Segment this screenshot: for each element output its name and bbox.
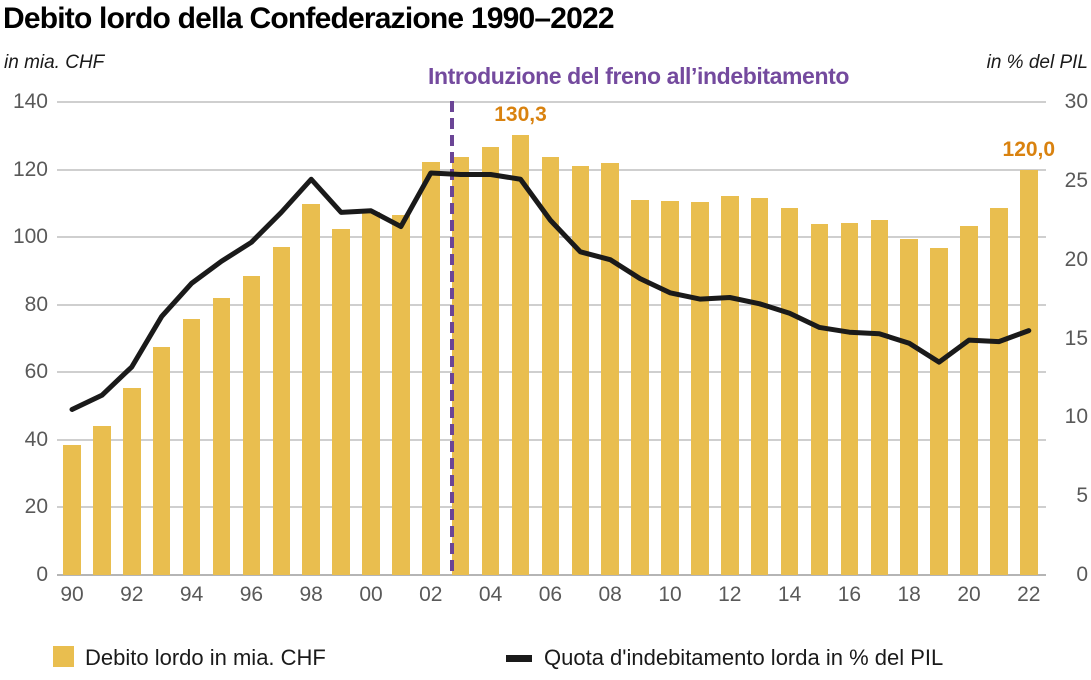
- bar-2008: [601, 163, 619, 575]
- right-axis-tick-label: 0: [1076, 563, 1088, 586]
- x-axis-tick-label: 16: [837, 583, 862, 606]
- x-axis-tick-label: 22: [1017, 583, 1041, 606]
- left-axis-tick-label: 120: [12, 157, 48, 181]
- bar-1991: [93, 426, 111, 575]
- right-axis-tick-label: 30: [1064, 90, 1088, 113]
- page-title: Debito lordo della Confederazione 1990–2…: [3, 2, 615, 35]
- x-axis-tick-label: 06: [538, 583, 563, 606]
- bar-2015: [810, 224, 829, 575]
- debt-brake-annotation: Introduzione del freno all’indebitamento: [428, 63, 850, 89]
- bar-1992: [123, 388, 141, 575]
- left-axis-tick-label: 0: [36, 563, 48, 586]
- bar-1994: [182, 319, 201, 575]
- bar-2018: [900, 239, 918, 575]
- bar-2011: [691, 202, 709, 575]
- right-axis-tick-label: 10: [1064, 405, 1088, 429]
- x-axis-tick-label: 96: [239, 583, 264, 606]
- left-axis-tick-label: 40: [24, 427, 48, 451]
- bar-2021: [990, 208, 1008, 575]
- bar-1999: [332, 228, 350, 575]
- bar-2003: [451, 157, 470, 575]
- legend-label-ratio: Quota d'indebitamento lorda in % del PIL: [544, 645, 944, 670]
- bar-2013: [750, 198, 769, 575]
- legend-label-debt: Debito lordo in mia. CHF: [85, 645, 326, 670]
- bar-1995: [212, 297, 231, 575]
- bar-2004: [481, 146, 500, 575]
- x-axis-tick-label: 92: [120, 583, 144, 606]
- x-axis-tick-label: 20: [957, 583, 981, 606]
- x-axis-tick-label: 90: [60, 583, 84, 606]
- left-axis-tick-label: 140: [12, 90, 48, 113]
- bar-2017: [870, 219, 889, 575]
- right-axis-tick-label: 5: [1076, 484, 1088, 508]
- bar-2000: [362, 212, 380, 575]
- legend-bar-swatch: [53, 646, 74, 667]
- bar-2020: [960, 225, 978, 575]
- value-label-2005: 130,3: [494, 102, 547, 126]
- debt-brake-dashed-line: [449, 101, 454, 575]
- x-axis-tick-label: 98: [299, 583, 323, 606]
- bar-2012: [721, 195, 739, 575]
- bar-2005: [511, 134, 530, 575]
- bar-2022: [1020, 169, 1038, 575]
- right-axis-tick-label: 20: [1064, 247, 1088, 271]
- x-axis-tick-label: 02: [419, 583, 443, 606]
- right-axis-tick-label: 15: [1064, 326, 1088, 350]
- legend-line-swatch: [506, 655, 532, 662]
- left-axis-tick-label: 20: [24, 495, 48, 519]
- left-axis-tick-label: 80: [24, 292, 48, 316]
- left-axis-tick-label: 100: [12, 225, 48, 249]
- right-axis-unit: in % del PIL: [986, 52, 1088, 73]
- x-axis-tick-label: 12: [718, 583, 742, 606]
- bar-1998: [302, 204, 320, 575]
- bar-1996: [242, 275, 261, 575]
- left-axis-tick-label: 60: [24, 360, 48, 384]
- bar-2019: [930, 247, 948, 575]
- bar-1993: [152, 347, 171, 575]
- x-axis-tick-label: 94: [179, 583, 204, 606]
- x-axis-baseline: [57, 574, 1046, 576]
- bar-2010: [661, 201, 679, 575]
- x-axis-tick-label: 18: [897, 583, 921, 606]
- x-axis-tick-label: 14: [777, 583, 802, 606]
- right-axis-tick-label: 25: [1064, 168, 1088, 192]
- x-axis-tick-label: 00: [359, 583, 383, 606]
- bar-2001: [392, 215, 410, 575]
- x-axis-tick-label: 08: [598, 583, 622, 606]
- bar-2016: [840, 222, 859, 575]
- bar-2009: [631, 200, 649, 575]
- bar-2002: [422, 161, 440, 575]
- bar-2014: [780, 207, 799, 575]
- bar-2006: [541, 157, 560, 575]
- x-axis-tick-label: 04: [478, 583, 503, 606]
- left-axis-unit: in mia. CHF: [4, 52, 105, 73]
- bar-2007: [571, 166, 590, 575]
- bar-1990: [63, 444, 81, 575]
- bar-1997: [272, 246, 291, 575]
- x-axis-tick-label: 10: [658, 583, 682, 606]
- value-label-2022: 120,0: [1002, 137, 1056, 161]
- gridline: [57, 101, 1046, 103]
